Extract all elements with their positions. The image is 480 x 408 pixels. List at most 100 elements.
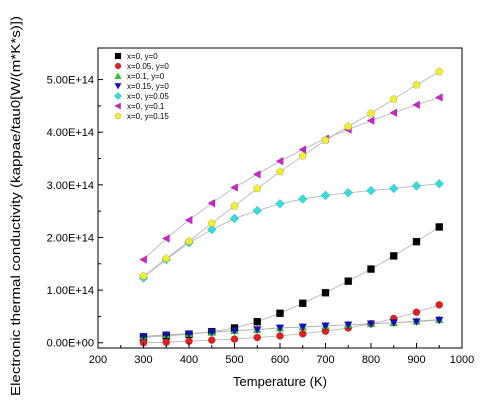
data-point-series-5 [366, 116, 375, 126]
data-point-series-5 [230, 183, 238, 192]
legend-marker [114, 83, 122, 90]
data-point-series-6 [412, 80, 421, 89]
data-point-series-4 [411, 181, 422, 191]
data-point-series-3 [434, 316, 444, 325]
legend-label: x=0.05, y=0 [127, 62, 169, 71]
data-point-series-6 [207, 218, 216, 227]
x-tick-label: 500 [225, 354, 243, 366]
series-markers [138, 67, 445, 347]
data-point-series-3 [366, 320, 376, 329]
x-axis-ticks: 200 300 400 500 600 700 800 900 1000 [89, 343, 474, 366]
y-tick-label: 5.00E+14 [47, 75, 94, 87]
data-point-series-4 [320, 190, 331, 201]
data-point-series-5 [207, 198, 216, 208]
data-point-series-3 [389, 319, 399, 328]
data-point-series-3 [252, 326, 262, 335]
data-point-series-5 [275, 156, 284, 166]
y-axis-title: Electronic thermal conductivity (kappae/… [8, 16, 23, 396]
legend-label: x=0, y=0.15 [127, 112, 169, 121]
legend-marker [114, 62, 122, 70]
legend: x=0, y=0x=0.05, y=0x=0.1, y=0x=0.15, y=0… [113, 52, 169, 121]
data-point-series-6 [139, 271, 148, 280]
x-tick-label: 200 [89, 354, 107, 366]
data-point-series-4 [434, 178, 445, 189]
data-point-series-3 [139, 332, 148, 341]
data-point-series-4 [388, 183, 399, 194]
x-tick-label: 700 [316, 354, 334, 366]
data-point-series-0 [389, 252, 398, 260]
data-point-series-5 [161, 234, 170, 243]
x-axis-title: Temperature (K) [233, 374, 327, 389]
data-point-series-6 [230, 201, 239, 210]
x-tick-label: 900 [407, 354, 425, 366]
data-point-series-6 [435, 67, 444, 76]
data-point-series-5 [252, 169, 261, 179]
data-point-series-6 [298, 151, 307, 160]
data-point-series-6 [275, 167, 285, 176]
y-tick-label: 1.00E+14 [47, 285, 94, 297]
data-point-series-3 [343, 321, 353, 330]
y-axis-ticks: 0.00E+00 1.00E+14 2.00E+14 3.00E+14 4.00E+14… [47, 75, 103, 350]
legend-marker [114, 52, 122, 60]
data-point-series-4 [366, 185, 376, 196]
data-point-series-4 [229, 213, 240, 224]
data-point-series-6 [184, 236, 194, 245]
legend-marker [114, 112, 122, 120]
legend-marker [114, 72, 122, 79]
legend-label: x=0, y=0.05 [127, 92, 169, 101]
data-point-series-5 [412, 100, 420, 110]
data-point-series-5 [139, 255, 147, 264]
data-point-series-3 [275, 324, 285, 333]
data-point-series-0 [276, 309, 284, 318]
y-tick-label: 0.00E+00 [47, 338, 94, 350]
data-point-series-5 [184, 215, 193, 225]
data-point-series-6 [366, 108, 376, 117]
data-point-series-6 [321, 135, 330, 144]
data-point-series-4 [343, 187, 354, 198]
data-point-series-5 [298, 145, 307, 154]
data-point-series-0 [435, 223, 444, 231]
series-line-4 [143, 183, 440, 279]
data-point-series-0 [344, 277, 353, 286]
y-tick-label: 2.00E+14 [47, 232, 94, 244]
data-point-series-6 [344, 121, 353, 131]
data-point-series-0 [321, 288, 330, 297]
data-point-series-0 [412, 237, 421, 246]
data-point-series-6 [389, 94, 398, 103]
data-point-series-1 [162, 338, 171, 347]
data-point-series-6 [253, 184, 262, 193]
data-point-series-6 [162, 254, 171, 263]
series-line-3 [143, 319, 440, 337]
x-tick-label: 300 [134, 354, 152, 366]
series-line-5 [143, 97, 440, 260]
legend-label: x=0, y=0.1 [127, 102, 165, 111]
data-point-series-3 [412, 318, 421, 327]
legend-label: x=0.15, y=0 [127, 82, 169, 91]
data-point-series-4 [275, 198, 285, 209]
data-point-series-3 [161, 331, 171, 340]
data-point-series-3 [230, 327, 239, 336]
data-point-series-1 [253, 333, 262, 342]
data-point-series-3 [184, 330, 194, 339]
data-point-series-0 [298, 299, 307, 308]
x-tick-label: 600 [271, 354, 289, 366]
data-point-series-1 [276, 332, 284, 340]
data-point-series-5 [434, 93, 443, 102]
data-point-series-3 [207, 328, 217, 337]
y-tick-label: 4.00E+14 [47, 127, 94, 139]
legend-marker [113, 91, 123, 101]
legend-label: x=0.1, y=0 [127, 72, 165, 81]
data-point-series-0 [367, 265, 375, 273]
data-point-series-1 [230, 335, 239, 343]
legend-marker [114, 102, 121, 110]
x-tick-label: 800 [362, 354, 380, 366]
x-tick-label: 1000 [450, 354, 474, 366]
data-point-series-4 [297, 194, 308, 204]
series-line-1 [143, 304, 440, 344]
legend-label: x=0, y=0 [127, 52, 158, 61]
data-point-series-1 [435, 300, 444, 309]
y-tick-label: 3.00E+14 [47, 180, 94, 192]
series-line-6 [143, 71, 440, 277]
data-point-series-4 [206, 224, 217, 235]
data-point-series-4 [252, 205, 263, 216]
